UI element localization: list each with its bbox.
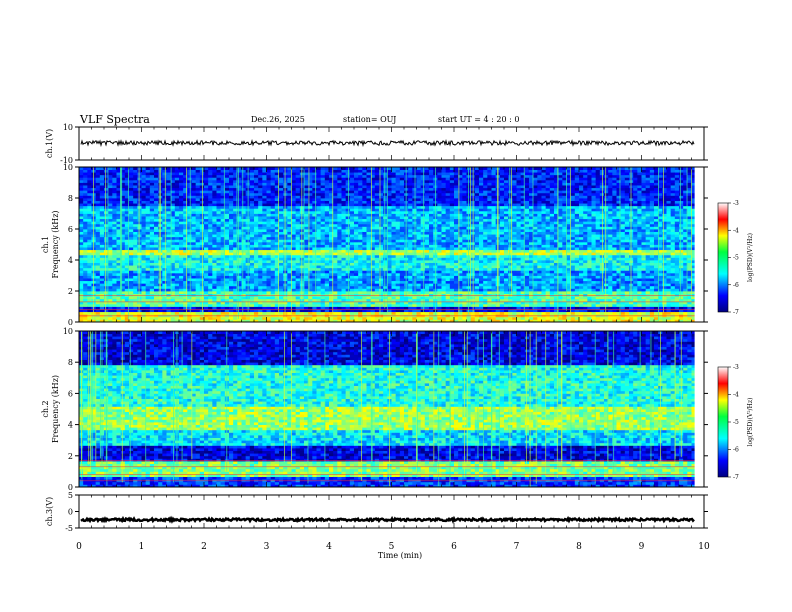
ch2-spectrogram-image bbox=[79, 331, 704, 487]
y-tick-label: 4 bbox=[68, 256, 73, 265]
y-tick-label: -5 bbox=[65, 524, 73, 533]
ch3-waveform-ylabel: ch.3(V) bbox=[45, 497, 54, 526]
colorbar-tick-label: -4 bbox=[733, 392, 739, 399]
ch1-spectrogram-colorbar bbox=[718, 203, 728, 312]
x-tick-label: 10 bbox=[698, 542, 710, 552]
y-tick-label: 6 bbox=[68, 225, 73, 234]
y-tick-label: 6 bbox=[68, 389, 73, 398]
ch1-spectrogram-image bbox=[79, 167, 704, 322]
y-tick-label: 8 bbox=[68, 358, 73, 367]
colorbar-tick-label: -7 bbox=[733, 309, 739, 316]
y-tick-label: -10 bbox=[60, 156, 73, 165]
y-tick-label: 10 bbox=[63, 123, 73, 132]
ch2-spectrogram-colorbar bbox=[718, 367, 728, 477]
ch2-spectrogram-colorbar-label: log(PSD)(V²/Hz) bbox=[747, 398, 754, 447]
x-tick-label: 2 bbox=[201, 542, 207, 552]
colorbar-tick-label: -7 bbox=[733, 474, 739, 481]
x-axis-label: Time (min) bbox=[378, 551, 422, 560]
ch2-spectrogram-ylabel: Frequency (kHz) bbox=[51, 375, 60, 443]
y-tick-label: 0 bbox=[68, 508, 73, 517]
y-tick-label: 2 bbox=[68, 452, 73, 461]
y-tick-label: 10 bbox=[63, 327, 73, 336]
ch1-spectrogram-ylabel: Frequency (kHz) bbox=[51, 210, 60, 278]
colorbar-tick-label: -3 bbox=[733, 364, 739, 371]
x-tick-label: 7 bbox=[514, 542, 520, 552]
y-tick-label: 0 bbox=[68, 318, 73, 327]
ch1-waveform-ylabel: ch.1(V) bbox=[45, 129, 54, 158]
y-tick-label: 4 bbox=[68, 421, 73, 430]
x-tick-label: 0 bbox=[76, 542, 82, 552]
x-tick-label: 3 bbox=[264, 542, 270, 552]
ch3-waveform-trace bbox=[81, 519, 694, 521]
colorbar-tick-label: -5 bbox=[733, 419, 739, 426]
ch1-waveform-trace bbox=[81, 141, 694, 145]
y-tick-label: 2 bbox=[68, 287, 73, 296]
x-tick-label: 4 bbox=[326, 542, 332, 552]
colorbar-tick-label: -5 bbox=[733, 255, 739, 262]
y-tick-label: 8 bbox=[68, 194, 73, 203]
colorbar-tick-label: -3 bbox=[733, 200, 739, 207]
ch2-spectrogram-channel-label: ch.2 bbox=[41, 400, 50, 417]
x-tick-label: 8 bbox=[576, 542, 582, 552]
colorbar-tick-label: -6 bbox=[733, 282, 739, 289]
colorbar-tick-label: -4 bbox=[733, 227, 739, 234]
vlf-spectra-figure: 0246810ch.1 Frequency (kHz)-3-4-5-6-7log(… bbox=[0, 0, 792, 612]
y-tick-label: 5 bbox=[68, 491, 73, 500]
colorbar-tick-label: -6 bbox=[733, 447, 739, 454]
x-tick-label: 1 bbox=[139, 542, 145, 552]
ch1-spectrogram-channel-label: ch.1 bbox=[41, 236, 50, 253]
x-tick-label: 9 bbox=[639, 542, 645, 552]
ch1-spectrogram-colorbar-label: log(PSD)(V²/Hz) bbox=[747, 233, 754, 282]
x-tick-label: 6 bbox=[451, 542, 457, 552]
